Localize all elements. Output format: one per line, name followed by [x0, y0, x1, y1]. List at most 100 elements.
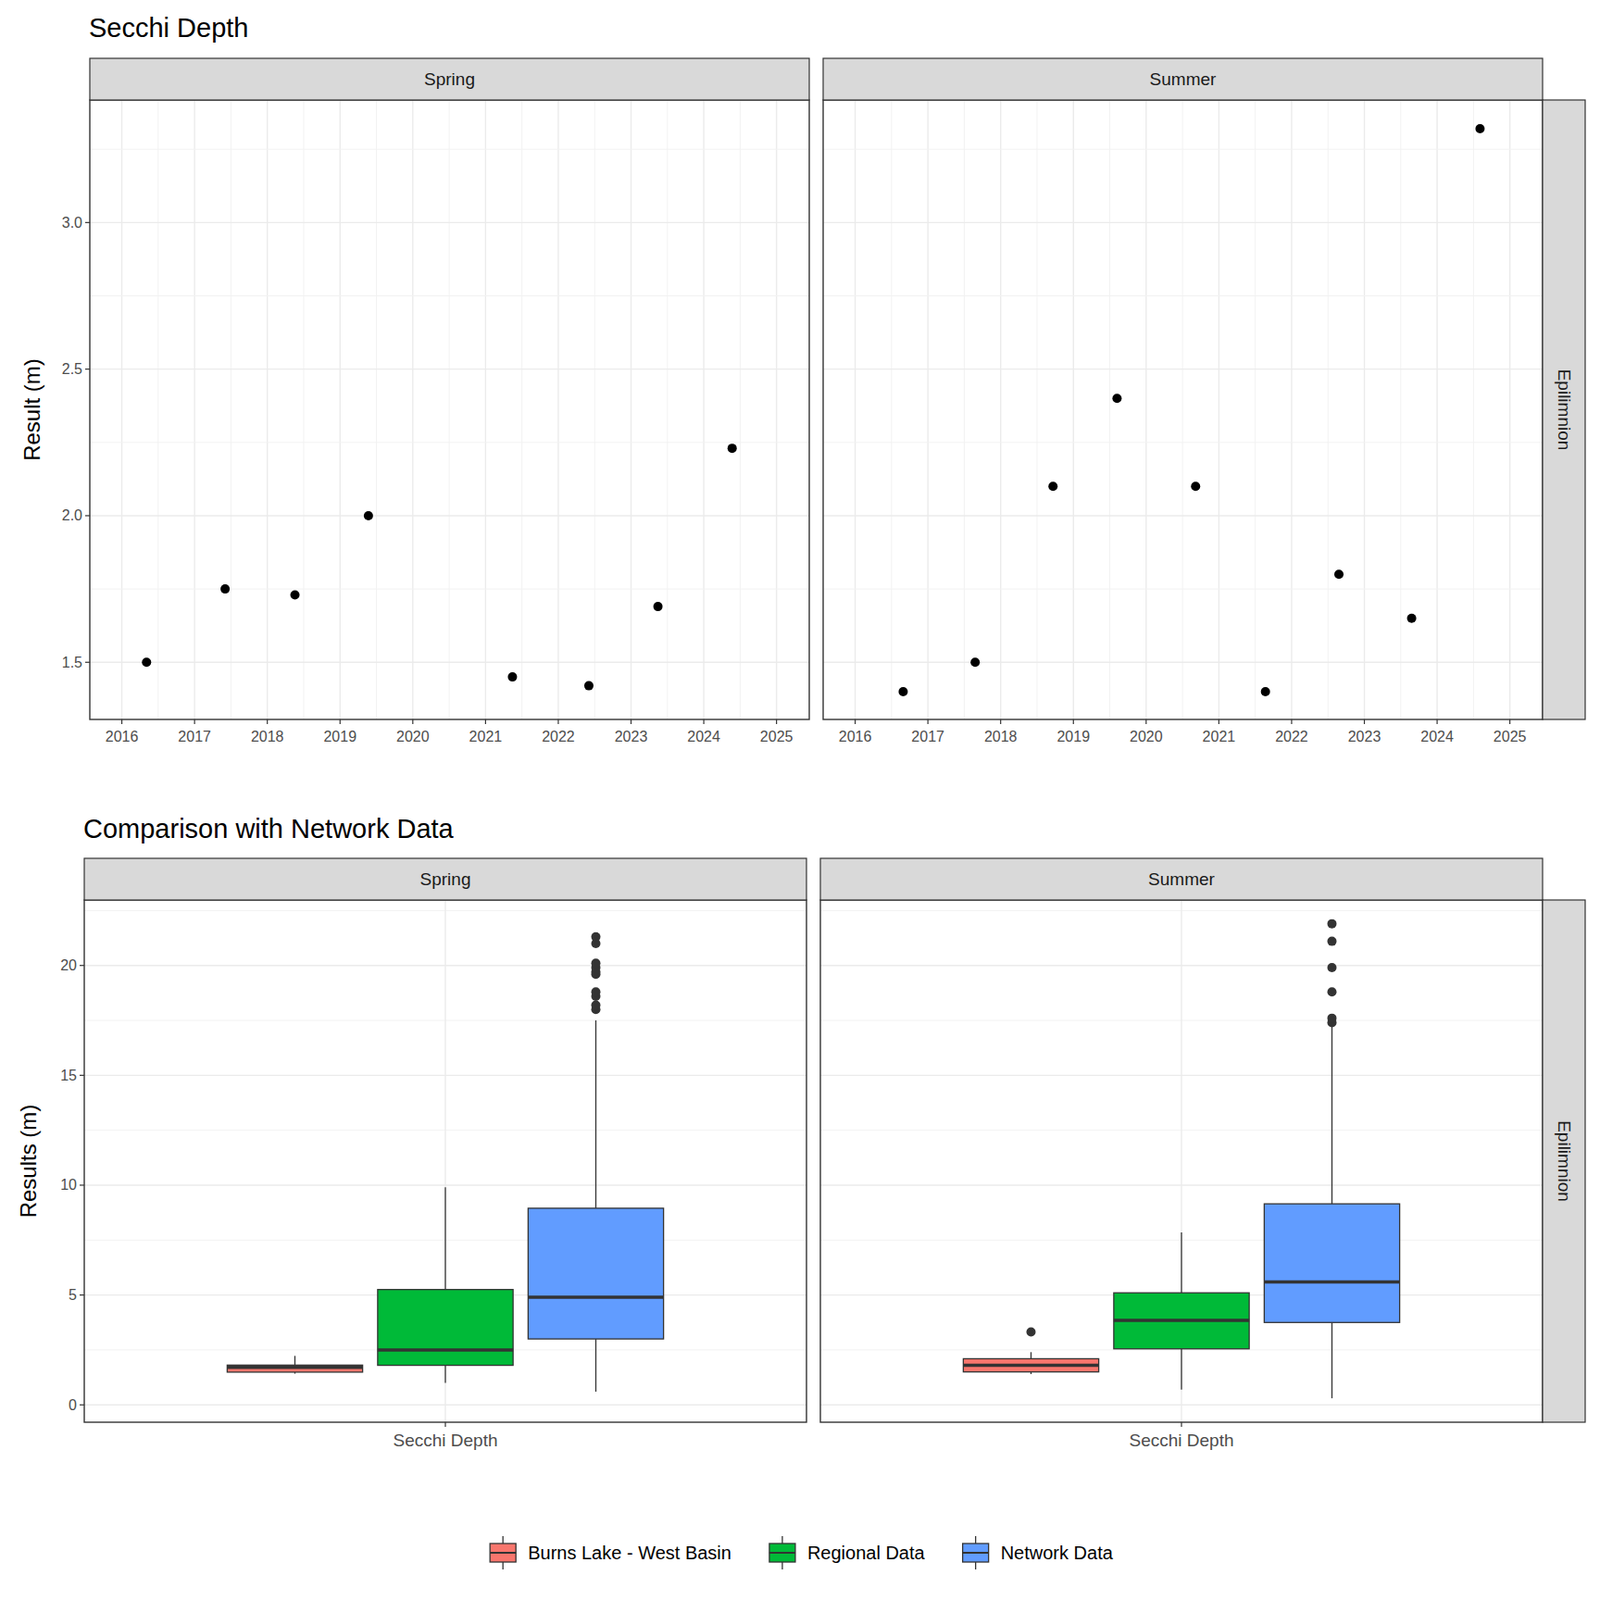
strip-bg	[84, 858, 807, 900]
x-tick	[854, 719, 856, 725]
grid-line	[485, 100, 487, 720]
y-tick	[79, 964, 85, 966]
x-tick-label: 2021	[469, 728, 503, 745]
y-tick-label: 1.5	[62, 654, 83, 671]
box	[962, 1358, 1099, 1372]
legend-key-median	[962, 1551, 989, 1554]
points	[141, 443, 737, 690]
x-tick	[702, 719, 704, 725]
x-tick-label: 2023	[1348, 728, 1382, 745]
minor-grid-line	[823, 588, 1543, 590]
grid-line	[193, 100, 195, 720]
x-tick-label: 2018	[984, 728, 1018, 745]
whisker-high	[294, 1355, 296, 1365]
y-tick	[85, 222, 90, 224]
point	[584, 681, 594, 691]
legend-key-median	[489, 1551, 516, 1554]
x-tick-label: 2025	[760, 728, 794, 745]
x-tick	[775, 719, 777, 725]
box	[1263, 1203, 1400, 1323]
legend-key	[489, 1543, 516, 1563]
legend-key	[769, 1543, 796, 1563]
minor-grid-line	[1327, 100, 1329, 720]
x-tick	[444, 1422, 446, 1427]
outlier	[1327, 987, 1338, 997]
whisker-low	[595, 1338, 597, 1392]
y-tick-label: 2.5	[62, 361, 83, 377]
x-tick	[1145, 719, 1147, 725]
whisker-high	[595, 1020, 597, 1209]
median	[377, 1348, 513, 1352]
strip-bg	[823, 58, 1543, 100]
grid-line	[1218, 100, 1220, 720]
x-tick-label: 2023	[614, 728, 649, 745]
x-tick	[412, 719, 413, 725]
panel-bg	[89, 100, 810, 720]
grid-line	[412, 100, 413, 720]
x-tick	[121, 719, 123, 725]
outlier	[1327, 919, 1338, 929]
panel-bg	[84, 900, 807, 1423]
y-tick	[79, 1075, 85, 1076]
grid-line	[339, 100, 341, 720]
point	[1475, 124, 1485, 134]
x-tick	[927, 719, 929, 725]
y-tick	[85, 662, 90, 663]
y-tick-label: 15	[60, 1067, 77, 1084]
median	[962, 1363, 1099, 1368]
outlier	[591, 932, 601, 942]
x-tick-label: 2019	[323, 728, 357, 745]
box	[226, 1364, 363, 1373]
points	[898, 124, 1485, 697]
y-tick	[79, 1184, 85, 1186]
x-grid	[855, 100, 1511, 720]
minor-grid-line	[823, 295, 1543, 297]
minor-grid-line	[823, 441, 1543, 443]
x-tick-label: 2024	[687, 728, 721, 745]
box	[377, 1289, 513, 1366]
grid-line	[775, 100, 777, 720]
grid-line	[121, 100, 123, 720]
grid-line	[1000, 100, 1001, 720]
whisker-low	[1331, 1322, 1333, 1399]
x-grid	[122, 100, 777, 720]
minor-grid-line	[1400, 100, 1401, 720]
y-grid	[89, 149, 810, 663]
y-tick-label: 0	[68, 1397, 77, 1413]
minor-grid-line	[375, 100, 377, 720]
minor-grid-line	[89, 441, 810, 443]
x-tick-label: 2020	[396, 728, 430, 745]
grid-line	[1145, 100, 1147, 720]
minor-grid-line	[89, 295, 810, 297]
grid-line	[557, 100, 559, 720]
outlier	[1327, 962, 1338, 973]
strip-bg	[1542, 100, 1586, 720]
x-tick-label: Secchi Depth	[1128, 1430, 1234, 1450]
median	[527, 1295, 663, 1300]
legend-label: Regional Data	[807, 1542, 926, 1563]
strip-bg	[89, 58, 810, 100]
strip-label: Epilimnion	[1554, 369, 1575, 451]
minor-grid-line	[1036, 100, 1038, 720]
point	[653, 601, 663, 612]
median	[1113, 1318, 1250, 1323]
minor-grid-line	[1182, 100, 1184, 720]
minor-grid-line	[521, 100, 523, 720]
median	[226, 1365, 363, 1370]
panel-border	[84, 900, 807, 1423]
y-tick-label: 5	[68, 1287, 77, 1303]
whisker-high	[1030, 1351, 1032, 1359]
x-tick	[266, 719, 268, 725]
y-grid	[823, 149, 1543, 663]
x-tick-label: 2021	[1202, 728, 1237, 745]
y-axis-title: Result (m)	[19, 358, 45, 462]
boxes	[226, 932, 663, 1392]
grid-line	[266, 100, 268, 720]
x-tick	[1363, 719, 1365, 725]
x-tick	[1000, 719, 1001, 725]
strip-bg	[1542, 900, 1586, 1423]
minor-grid-line	[739, 100, 741, 720]
minor-grid-line	[666, 100, 668, 720]
x-tick	[1180, 1422, 1182, 1427]
minor-grid-line	[1109, 100, 1111, 720]
